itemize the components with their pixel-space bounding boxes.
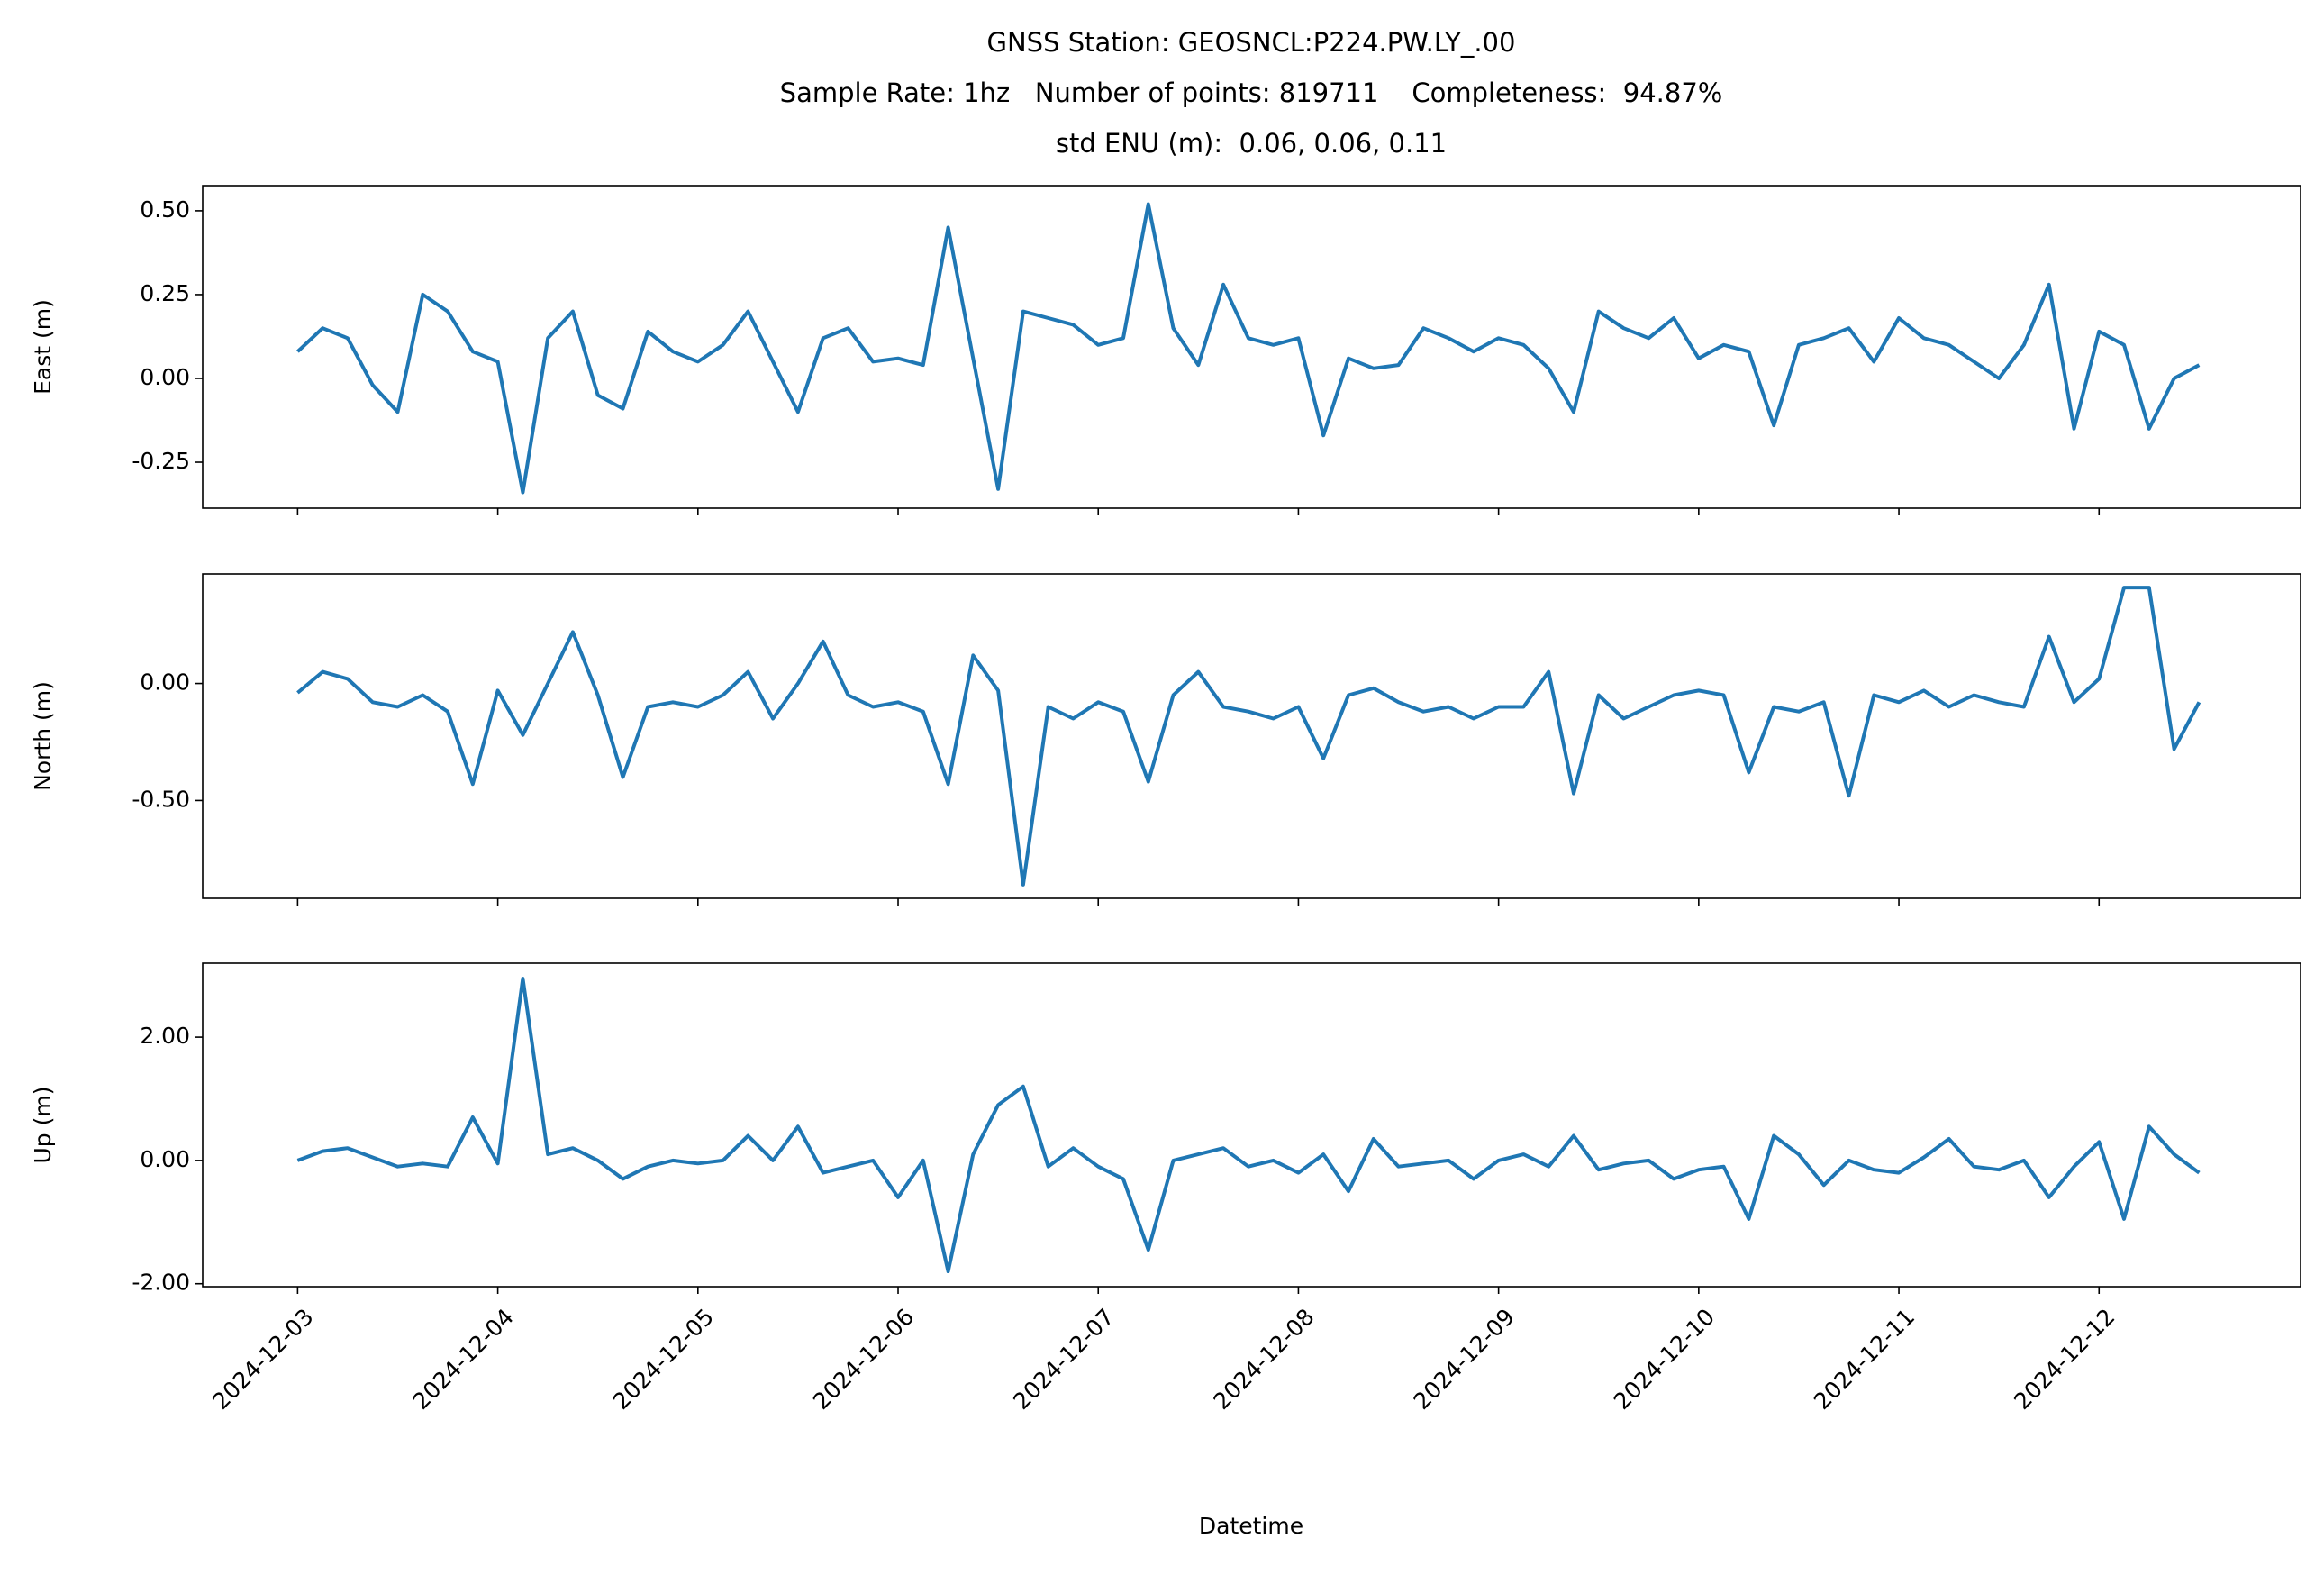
y-axis-label: Up (m) [30, 1087, 56, 1164]
y-axis-label: North (m) [30, 681, 56, 791]
plot-frame [202, 573, 2301, 899]
data-line [296, 586, 2201, 887]
x-tick-label: 2024-12-04 [408, 1304, 519, 1415]
x-tick-label: 2024-12-11 [1809, 1304, 1920, 1415]
data-line [296, 202, 2201, 495]
plot-frame [202, 962, 2301, 1288]
chart-title: GNSS Station: GEOSNCL:P224.PW.LY_.00 [987, 27, 1516, 58]
y-tick-label: -2.00 [132, 1270, 190, 1296]
y-tick-label: -0.50 [132, 786, 190, 812]
x-tick-label: 2024-12-07 [1008, 1304, 1119, 1415]
x-tick-label: 2024-12-05 [608, 1304, 719, 1415]
y-tick-label: 0.00 [140, 669, 190, 696]
y-tick-label: -0.25 [132, 448, 190, 474]
x-axis-label: Datetime [1199, 1513, 1303, 1539]
y-tick-label: 0.00 [140, 364, 190, 390]
y-tick-label: 0.25 [140, 280, 190, 306]
y-tick-label: 0.50 [140, 196, 190, 223]
x-tick-label: 2024-12-06 [808, 1304, 919, 1415]
data-line [296, 977, 2201, 1273]
y-tick-label: 0.00 [140, 1146, 190, 1172]
y-tick-label: 2.00 [140, 1023, 190, 1049]
chart-subtitle: Sample Rate: 1hz Number of points: 81971… [780, 77, 1723, 108]
x-tick-label: 2024-12-09 [1409, 1304, 1520, 1415]
x-tick-label: 2024-12-08 [1208, 1304, 1319, 1415]
x-tick-label: 2024-12-12 [2009, 1304, 2120, 1415]
chart-subtitle: std ENU (m): 0.06, 0.06, 0.11 [1056, 128, 1447, 159]
y-axis-label: East (m) [30, 299, 56, 395]
x-tick-label: 2024-12-10 [1609, 1304, 1720, 1415]
plot-frame [202, 185, 2301, 509]
x-tick-label: 2024-12-03 [207, 1304, 318, 1415]
